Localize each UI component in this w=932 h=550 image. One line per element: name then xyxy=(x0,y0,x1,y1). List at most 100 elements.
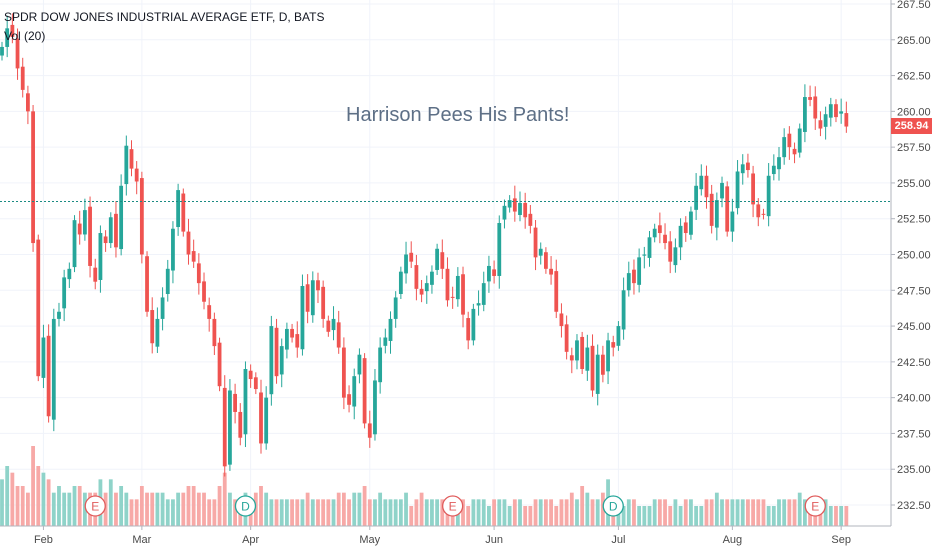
candle-body xyxy=(621,290,626,330)
candle-body xyxy=(217,342,222,387)
volume-bar xyxy=(108,479,113,526)
candle-body xyxy=(481,283,486,305)
volume-bar xyxy=(792,499,797,526)
candle-body xyxy=(269,326,274,395)
price-tick-label: 242.50 xyxy=(897,357,931,369)
candle-body xyxy=(404,254,408,274)
price-tick-label: 252.50 xyxy=(897,214,931,226)
candle-body xyxy=(347,394,351,405)
time-tick-label: Jun xyxy=(485,534,503,546)
volume-bar xyxy=(150,492,155,526)
candle-body xyxy=(652,228,657,238)
volume-bar xyxy=(331,499,336,526)
candle-body xyxy=(466,318,471,341)
volume-bar xyxy=(626,499,631,526)
volume-bar xyxy=(202,492,206,526)
volume-bar xyxy=(575,499,579,526)
volume-bar xyxy=(5,466,10,526)
candle-body xyxy=(238,411,243,438)
volume-bar xyxy=(564,499,569,526)
volume-bar xyxy=(720,499,724,526)
volume-bar xyxy=(657,499,662,526)
candle-body xyxy=(259,392,263,444)
candle-body xyxy=(285,328,289,350)
candle-body xyxy=(98,233,103,280)
candle-body xyxy=(321,286,326,319)
candle-body xyxy=(575,340,579,361)
volume-bar xyxy=(383,499,388,526)
candle-body xyxy=(600,354,605,375)
candle-body xyxy=(10,24,15,37)
earnings-marker-label: E xyxy=(91,500,99,514)
volume-bar xyxy=(528,506,533,526)
candle-body xyxy=(476,303,481,306)
volume-bar xyxy=(621,506,626,526)
volume-indicator-label: Vol (20) xyxy=(4,29,46,43)
candle-body xyxy=(797,128,802,153)
candle-body xyxy=(409,252,414,262)
candle-body xyxy=(171,228,175,271)
candle-body xyxy=(818,120,823,129)
volume-bar xyxy=(580,486,585,526)
volume-bar xyxy=(834,506,838,526)
candle-body xyxy=(378,347,383,383)
time-axis[interactable]: Feb Mar Apr May Jun Jul Aug Sep xyxy=(34,526,851,546)
candle-body xyxy=(51,318,56,420)
volume-bar xyxy=(186,486,191,526)
candle-body xyxy=(694,185,699,210)
candle-body xyxy=(145,256,149,312)
candle-body xyxy=(771,165,776,175)
volume-bar xyxy=(222,472,227,526)
volume-bar xyxy=(740,499,745,526)
candle-body xyxy=(196,263,201,284)
candle-body xyxy=(740,164,745,174)
candle-body xyxy=(839,111,844,114)
candle-body xyxy=(606,340,610,372)
time-tick-label: Aug xyxy=(723,534,743,546)
time-tick-label: Jul xyxy=(611,534,625,546)
volume-bar xyxy=(0,479,4,526)
price-tick-label: 267.50 xyxy=(897,0,931,11)
candle-body xyxy=(414,265,419,289)
volume-bar xyxy=(466,506,471,526)
volume-bar xyxy=(512,499,517,526)
candle-body xyxy=(559,313,564,327)
candle-body xyxy=(419,288,424,295)
candle-body xyxy=(777,157,781,170)
grid-lines xyxy=(0,0,891,526)
candle-body xyxy=(683,222,688,234)
candle-body xyxy=(730,211,735,232)
candle-body xyxy=(471,308,476,341)
candle-body xyxy=(150,310,155,344)
text-annotation[interactable]: Harrison Pees His Pants! xyxy=(346,104,570,126)
volume-bar xyxy=(264,492,269,526)
price-axis[interactable]: 267.50 265.00 262.50 260.00 257.50 255.00 252.… xyxy=(891,0,931,512)
candle-body xyxy=(212,318,217,347)
candle-body xyxy=(497,223,502,276)
price-tick-label: 260.00 xyxy=(897,106,931,118)
price-tick-label: 240.00 xyxy=(897,393,931,405)
candle-body xyxy=(129,149,134,169)
volume-bar xyxy=(544,499,548,526)
volume-bar xyxy=(756,499,761,526)
volume-bar xyxy=(57,486,61,526)
volume-bar xyxy=(362,486,367,526)
candle-body xyxy=(326,320,331,332)
candle-body xyxy=(445,268,450,301)
candle-body xyxy=(155,318,160,347)
volume-bar xyxy=(730,499,735,526)
candle-body xyxy=(207,305,212,319)
dividend-marker-label: D xyxy=(241,500,250,514)
candle-body xyxy=(305,284,310,312)
volume-bar xyxy=(259,486,263,526)
volume-bar xyxy=(51,492,56,526)
volume-bar xyxy=(326,499,331,526)
volume-bar xyxy=(165,499,170,526)
volume-bar xyxy=(502,499,507,526)
candle-body xyxy=(616,326,621,346)
candle-body xyxy=(823,114,828,127)
candle-body xyxy=(492,269,496,276)
price-tick-label: 262.50 xyxy=(897,71,931,83)
